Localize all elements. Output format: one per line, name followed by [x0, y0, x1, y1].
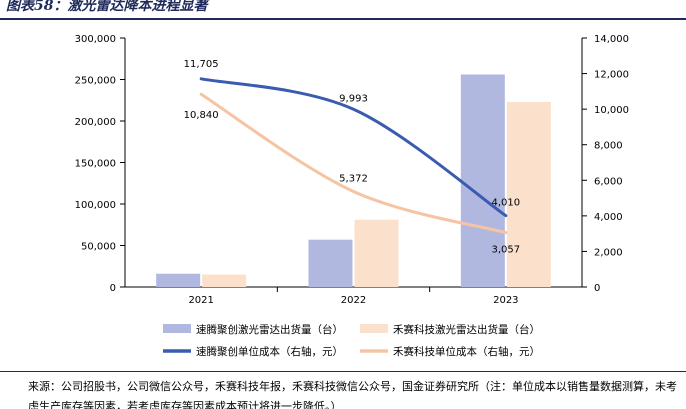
left-tick-label: 150,000: [75, 159, 116, 170]
title-rule: [0, 18, 686, 20]
left-tick-label: 250,000: [75, 76, 116, 87]
bar-sagitar: [460, 74, 505, 288]
data-label-hesai: 5,372: [339, 173, 368, 184]
source-rule: [0, 371, 686, 372]
right-tick-label: 0: [594, 283, 600, 294]
bar-hesai: [354, 219, 399, 287]
left-tick-label: 100,000: [75, 200, 116, 211]
line-sagitar-cost: [199, 77, 508, 218]
bar-hesai: [202, 274, 247, 287]
legend-swatch-bar: [163, 324, 191, 333]
x-tick-label: 2022: [341, 295, 366, 306]
right-tick-label: 14,000: [594, 34, 629, 45]
figure-title: 图表58：激光雷达降本进程显著: [6, 0, 208, 14]
right-tick-label: 4,000: [594, 212, 623, 223]
legend-label: 禾赛科技单位成本（右轴，元）: [393, 345, 540, 358]
data-label-sagitar: 11,705: [184, 59, 219, 70]
bar-sagitar: [156, 273, 201, 287]
left-tick-label: 0: [110, 283, 116, 294]
right-tick-label: 2,000: [594, 247, 623, 258]
left-tick-label: 200,000: [75, 117, 116, 128]
data-label-sagitar: 4,010: [492, 198, 521, 209]
right-tick-label: 10,000: [594, 105, 629, 116]
data-label-hesai: 10,840: [184, 110, 219, 121]
left-tick-label: 50,000: [81, 242, 116, 253]
source-note: 来源：公司招股书，公司微信公众号，禾赛科技年报，禾赛科技微信公众号，国金证券研究…: [28, 380, 677, 409]
data-label-hesai: 3,057: [492, 245, 521, 256]
legend-swatch-bar: [360, 324, 388, 333]
legend-label: 速腾聚创激光雷达出货量（台）: [196, 323, 343, 336]
legend-label: 速腾聚创单位成本（右轴，元）: [196, 345, 343, 358]
bar-sagitar: [308, 239, 353, 287]
right-tick-label: 6,000: [594, 176, 623, 187]
combo-chart: 0 50,000 100,000 150,000 200,000 250,000 300,0…: [75, 34, 629, 358]
left-tick-label: 300,000: [75, 34, 116, 45]
right-tick-label: 12,000: [594, 70, 629, 81]
x-tick-label: 2023: [493, 295, 518, 306]
line-hesai-cost: [199, 92, 508, 235]
legend-label: 禾赛科技激光雷达出货量（台）: [393, 323, 540, 336]
bar-hesai: [506, 101, 551, 287]
data-label-sagitar: 9,993: [339, 93, 368, 104]
right-tick-label: 8,000: [594, 141, 623, 152]
x-tick-label: 2021: [188, 295, 213, 306]
